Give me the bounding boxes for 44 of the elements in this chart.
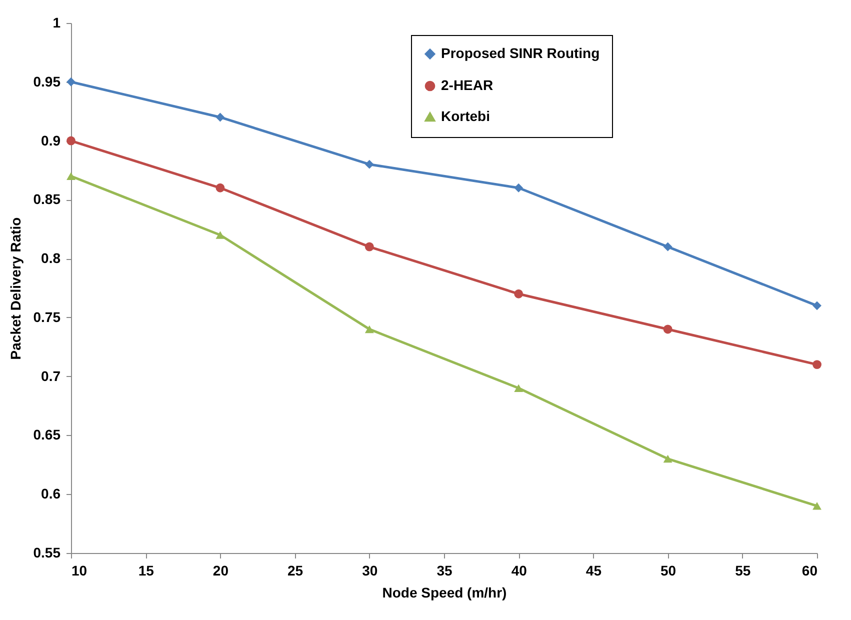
x-tick-label: 60 [802,562,818,578]
point [216,183,225,192]
legend-label: Kortebi [441,108,490,124]
x-tick-label: 15 [138,562,154,578]
y-tick-label: 0.6 [41,486,61,502]
legend-label: 2-HEAR [441,77,494,93]
point [514,384,524,392]
legend-label: Proposed SINR Routing [441,45,600,61]
x-tick-label: 55 [735,562,751,578]
point [364,325,374,334]
point [663,242,672,252]
point [66,172,76,180]
point [514,183,524,192]
x-tick-label: 50 [660,562,676,578]
point [514,289,524,298]
point [812,301,822,310]
x-tick-label: 20 [212,562,229,578]
point [812,502,822,510]
y-tick-label: 0.55 [33,544,61,560]
x-tick-label: 30 [362,562,378,578]
y-axis-title: Packet Delivery Ratio [7,217,24,360]
x-tick-label: 45 [586,562,602,578]
y-tick-label: 0.9 [41,132,61,148]
y-tick-label: 0.75 [33,308,61,325]
point [663,454,672,463]
y-tick-label: 1 [52,14,61,30]
x-tick-label: 35 [436,562,452,578]
point [216,112,225,122]
point [812,360,822,370]
point [66,77,76,86]
point [216,231,225,239]
point [364,160,374,169]
y-tick-label: 0.85 [33,191,61,208]
x-tick-label: 25 [288,562,304,578]
x-axis-title: Node Speed (m/hr) [382,584,507,600]
y-tick-label: 0.7 [41,368,61,384]
y-tick-label: 0.65 [33,426,61,443]
y-tick-label: 0.95 [33,73,61,90]
point [364,242,374,252]
point [66,136,76,146]
x-tick-label: 10 [72,562,88,578]
x-tick-label: 40 [511,562,528,578]
y-tick-label: 0.8 [41,250,61,266]
point [663,324,672,334]
